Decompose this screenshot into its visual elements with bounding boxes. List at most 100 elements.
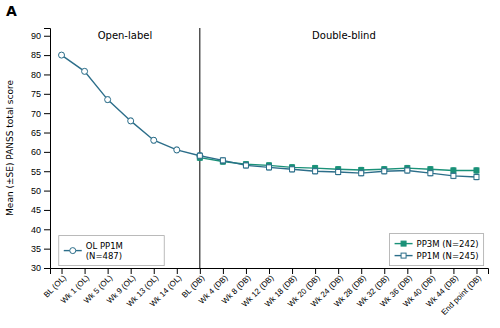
point [197,153,203,159]
y-tick-label: 65 [31,128,41,138]
y-tick-label: 50 [31,186,41,196]
x-tick-mark [177,268,178,274]
legend-label: PP3M (N=242) [417,239,479,249]
y-tick-mark [44,268,50,269]
x-tick-mark [85,268,86,274]
section-header: Double-blind [312,30,376,41]
point [105,97,111,103]
chart: 30354045505560657075808590BL (OL)Wk 1 (O… [0,0,500,328]
error-bar [290,167,294,172]
legend-marker [70,248,76,254]
y-tick-mark [44,249,50,250]
y-tick-mark [44,113,50,114]
x-tick-mark [154,268,155,274]
point [59,52,65,58]
x-tick-mark [292,268,293,274]
y-tick: 65 [31,128,50,138]
point [174,147,180,153]
y-tick-mark [44,74,50,75]
y-axis: 30 35 40 45 50 55 60 65 70 75 80 85 90 [31,29,51,274]
point [82,68,88,74]
point [151,137,157,143]
point [290,167,295,172]
y-axis-line [44,29,51,269]
point [267,165,272,170]
legend-label: PP1M (N=245) [417,251,479,261]
error-bar [428,170,432,175]
error-bar [129,118,133,123]
y-tick: 55 [31,167,50,177]
x-tick: Wk 14 (OL) [148,268,184,309]
y-tick-label: 30 [31,263,41,273]
x-tick-mark [430,268,431,274]
y-tick: 60 [31,147,50,157]
error-bar [152,138,156,143]
x-tick-mark [476,268,477,274]
y-tick: 50 [31,186,50,196]
error-bar [359,170,363,175]
y-tick: 75 [31,89,50,99]
y-tick-mark [44,94,50,95]
error-bar [198,153,202,158]
y-tick-label: 70 [31,109,41,119]
x-tick-mark [246,268,247,274]
error-bar [405,168,409,173]
y-tick: 70 [31,109,50,119]
y-tick-mark [44,210,50,211]
x-tick-mark [131,268,132,274]
y-tick: 35 [31,244,50,254]
error-bar [83,69,87,74]
y-tick: 30 [31,263,50,273]
point [474,175,479,180]
point [405,168,410,173]
y-tick: 45 [31,205,50,215]
series-line [62,55,200,156]
x-tick-mark [407,268,408,274]
y-tick: 40 [31,225,50,235]
plot: 30354045505560657075808590BL (OL)Wk 1 (O… [31,28,489,317]
error-bar [221,158,225,163]
point [313,169,318,174]
x-tick-mark [315,268,316,274]
y-tick-label: 90 [31,31,41,41]
y-tick-mark [44,36,50,37]
y-tick-label: 85 [31,50,41,60]
y-tick-mark [44,133,50,134]
y-tick: 80 [31,70,50,80]
point [128,118,134,124]
error-bar [451,168,455,173]
legend-marker [401,241,406,246]
series-line [200,156,477,177]
y-tick-mark [44,191,50,192]
title: A [6,3,17,19]
x-tick-label: Wk 14 (OL) [148,273,184,309]
point [220,158,225,163]
x-tick-mark [384,268,385,274]
y-tick-label: 80 [31,70,41,80]
x-axis-line [51,269,489,275]
legend-marker [401,253,406,258]
x-tick-mark [223,268,224,274]
point [336,170,341,175]
point [197,153,202,158]
y-tick-mark [44,171,50,172]
error-bar [474,174,478,179]
marks [59,28,479,268]
error-bar [175,147,179,152]
error-bar [313,169,317,174]
y-tick: 85 [31,50,50,60]
legend: PP3M (N=242) PP1M (N=245) [390,234,484,266]
x-tick-label: End point (DB) [440,273,484,317]
error-bar [474,168,478,173]
point [382,169,387,174]
error-bar [451,173,455,178]
legend-box [59,236,164,266]
error-bar [60,53,64,58]
x-tick-mark [361,268,362,274]
error-bar [267,165,271,170]
error-bar [244,163,248,168]
point [359,171,364,176]
error-bar [106,97,110,102]
vertical-line [199,28,200,268]
chart-container: 30354045505560657075808590BL (OL)Wk 1 (O… [0,0,500,328]
